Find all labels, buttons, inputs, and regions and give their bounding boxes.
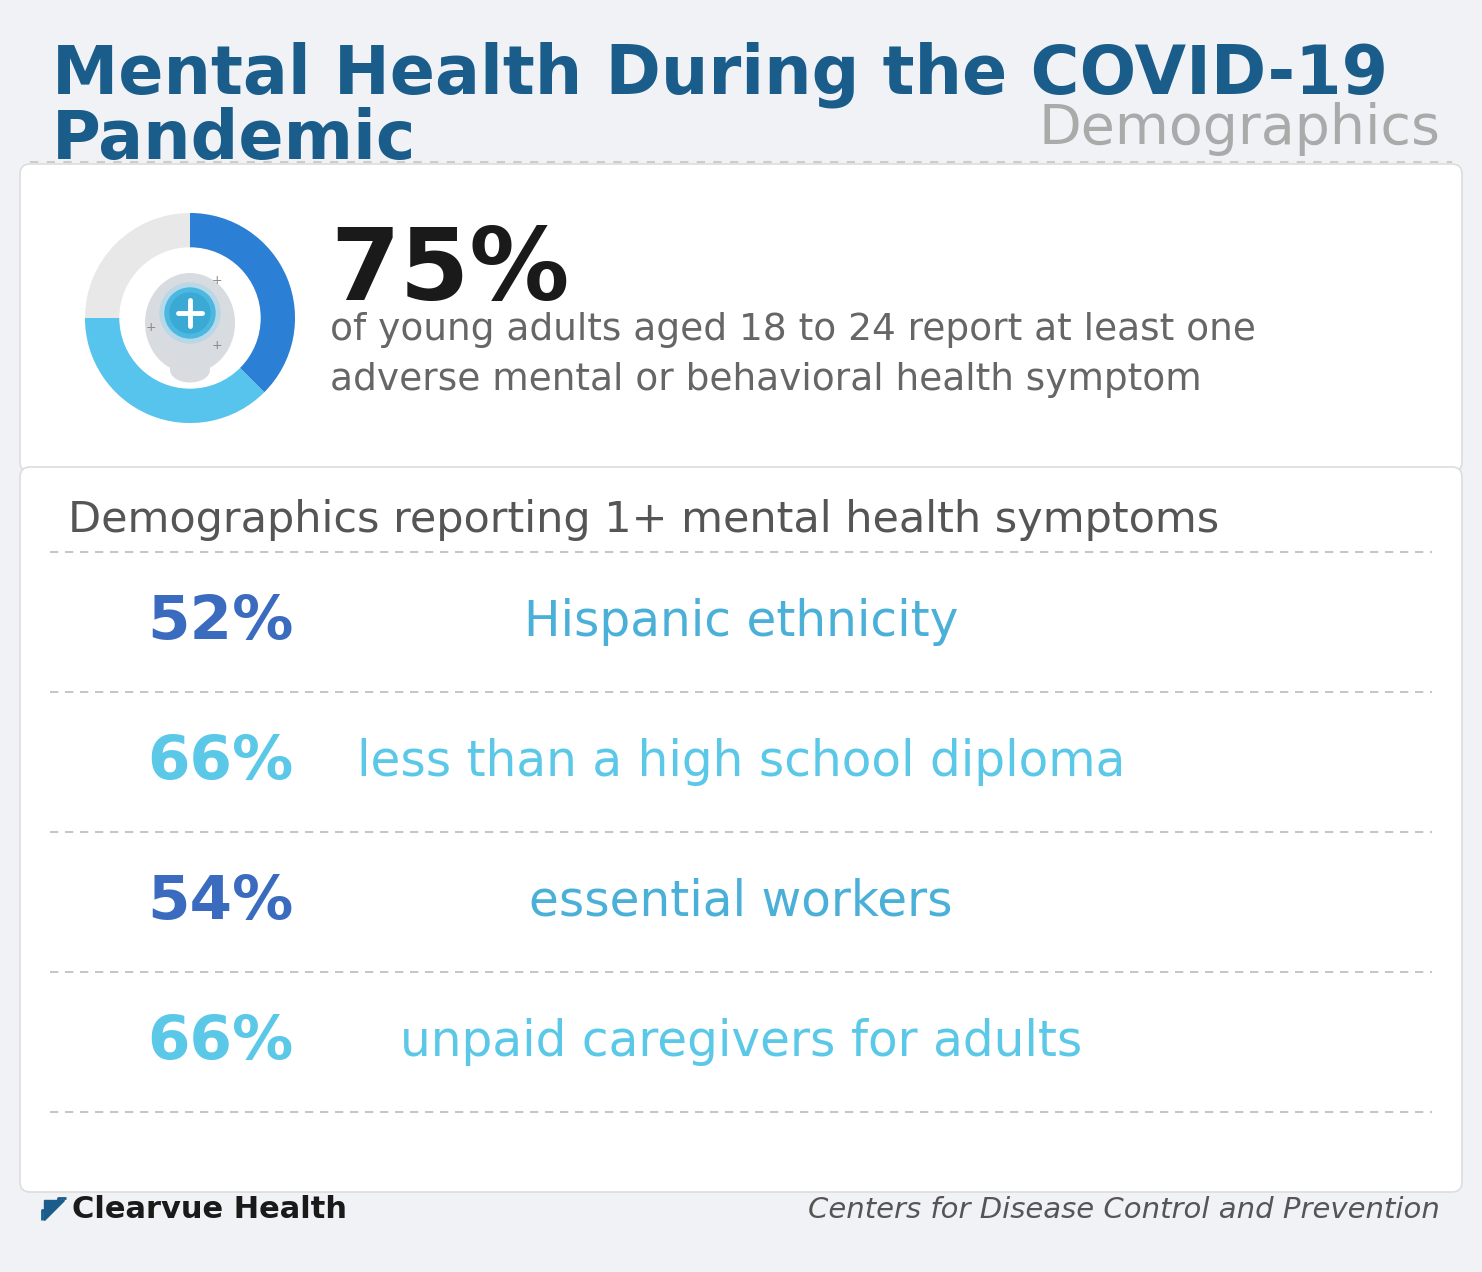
Text: adverse mental or behavioral health symptom: adverse mental or behavioral health symp… (330, 363, 1202, 398)
Ellipse shape (145, 273, 236, 373)
Text: 75%: 75% (330, 224, 569, 321)
Circle shape (120, 248, 259, 388)
Text: 66%: 66% (147, 733, 293, 791)
Text: 52%: 52% (147, 593, 293, 651)
Text: less than a high school diploma: less than a high school diploma (357, 738, 1125, 786)
Text: 66%: 66% (147, 1013, 293, 1071)
Text: +: + (212, 275, 222, 287)
Wedge shape (84, 318, 264, 424)
Text: Pandemic: Pandemic (52, 107, 416, 173)
Wedge shape (84, 212, 295, 424)
Text: essential workers: essential workers (529, 878, 953, 926)
Wedge shape (190, 212, 295, 392)
Circle shape (170, 293, 210, 333)
Text: Clearvue Health: Clearvue Health (73, 1196, 347, 1225)
Text: Mental Health During the COVID-19: Mental Health During the COVID-19 (52, 42, 1389, 108)
Polygon shape (44, 1199, 64, 1220)
FancyBboxPatch shape (19, 467, 1463, 1192)
Ellipse shape (170, 357, 210, 383)
Circle shape (160, 282, 219, 343)
Circle shape (165, 287, 215, 338)
Text: +: + (212, 338, 222, 351)
Text: Demographics reporting 1+ mental health symptoms: Demographics reporting 1+ mental health … (68, 499, 1220, 541)
Text: 54%: 54% (147, 873, 293, 931)
Text: of young adults aged 18 to 24 report at least one: of young adults aged 18 to 24 report at … (330, 312, 1255, 349)
FancyBboxPatch shape (19, 164, 1463, 472)
Text: unpaid caregivers for adults: unpaid caregivers for adults (400, 1018, 1082, 1066)
Text: +: + (145, 321, 156, 333)
Text: Centers for Disease Control and Prevention: Centers for Disease Control and Preventi… (808, 1196, 1441, 1224)
Text: Demographics: Demographics (1037, 102, 1441, 156)
Text: Hispanic ethnicity: Hispanic ethnicity (523, 598, 959, 646)
